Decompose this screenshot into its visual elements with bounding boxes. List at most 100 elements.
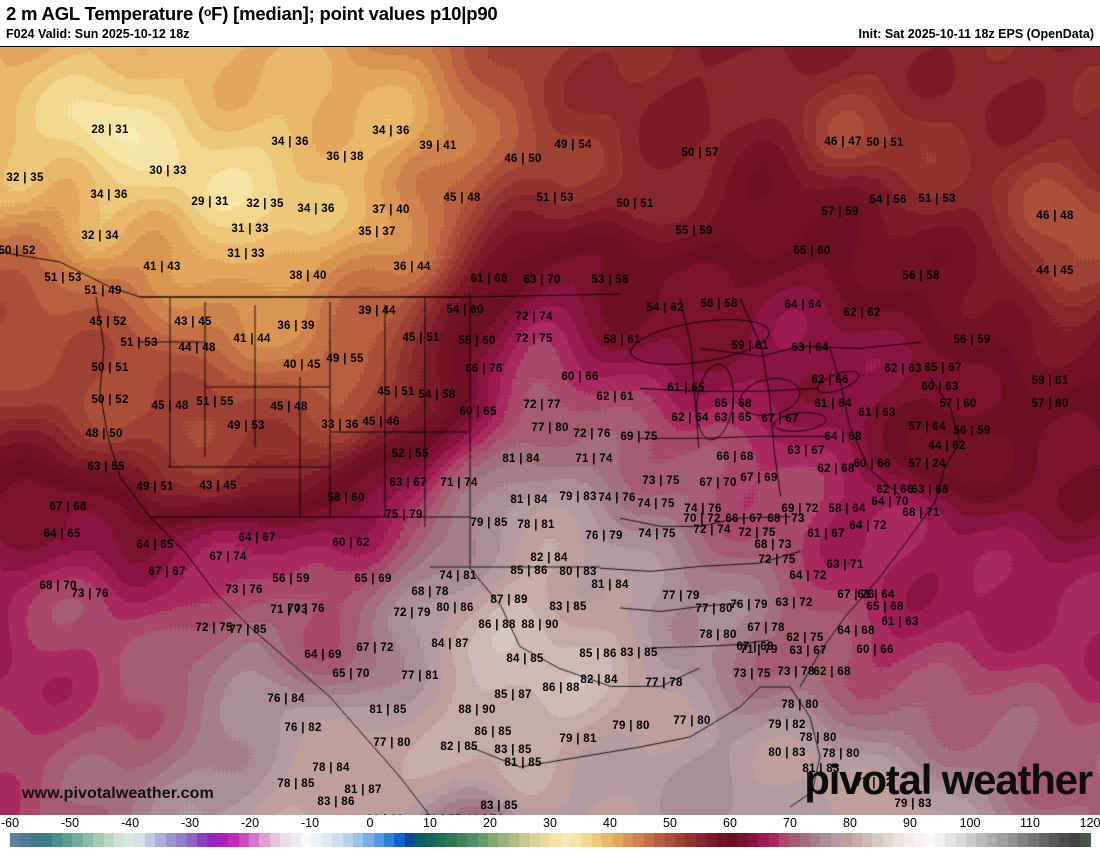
map-viewport[interactable]: 28 | 31 32 | 35 30 | 33 34 | 36 29 | 31 32 | … (0, 46, 1100, 815)
station-point-value: 66 | 67 (725, 513, 763, 525)
colorbar-swatch (830, 833, 842, 847)
station-point-value: 81 | 85 (369, 704, 407, 716)
colorbar-swatch (841, 833, 852, 847)
station-point-value: 71 | 79 (740, 644, 778, 656)
station-point-value: 57 | 24 (908, 458, 946, 470)
station-point-value: 54 | 56 (869, 194, 907, 206)
station-point-value: 49 | 55 (326, 353, 364, 365)
colorbar-swatch (778, 833, 790, 847)
colorbar-tick: -30 (180, 816, 200, 830)
station-point-value: 60 | 66 (561, 371, 599, 383)
station-point-value: 74 | 75 (637, 498, 675, 510)
colorbar-tick: 40 (603, 816, 617, 830)
colorbar-swatch (955, 833, 966, 847)
colorbar-swatch (550, 833, 561, 847)
station-point-value: 64 | 64 (784, 299, 822, 311)
station-point-value: 44 | 62 (928, 440, 966, 452)
station-point-value: 55 | 59 (675, 225, 713, 237)
colorbar-tick: 80 (843, 816, 857, 830)
station-point-value: 51 | 53 (536, 192, 574, 204)
colorbar-swatch (1059, 833, 1070, 847)
colorbar-swatch (519, 833, 530, 847)
station-point-value: 46 | 48 (1036, 210, 1074, 222)
temperature-heatmap-canvas[interactable] (0, 47, 1100, 815)
station-point-value: 61 | 63 (858, 407, 896, 419)
station-point-value: 30 | 33 (149, 165, 187, 177)
station-point-value: 76 | 82 (284, 722, 322, 734)
station-point-value: 69 | 75 (620, 431, 658, 443)
station-point-value: 34 | 36 (90, 189, 128, 201)
station-point-value: 62 | 63 (884, 363, 922, 375)
station-point-value: 86 | 88 (478, 619, 516, 631)
station-point-value: 45 | 52 (89, 316, 127, 328)
station-point-value: 59 | 61 (731, 340, 769, 352)
station-point-value: 33 | 36 (321, 419, 359, 431)
colorbar-swatch (654, 833, 665, 847)
colorbar-swatch (529, 833, 540, 847)
station-point-value: 49 | 54 (554, 139, 592, 151)
colorbar-swatch (1028, 833, 1039, 847)
station-point-value: 72 | 75 (738, 527, 776, 539)
station-point-value: 86 | 88 (542, 682, 580, 694)
colorbar-swatch (695, 833, 707, 847)
station-point-value: 32 | 34 (81, 230, 119, 242)
station-point-value: 63 | 65 (714, 412, 752, 424)
station-point-value: 45 | 51 (402, 332, 440, 344)
colorbar-tick-labels: -60 -50 -40 -30 -20 -10 0 10 20 30 40 50 60 70 80 90 100… (0, 815, 1100, 833)
station-point-value: 40 | 45 (283, 359, 321, 371)
station-point-value: 51 | 49 (84, 285, 122, 297)
station-point-value: 67 | 70 (699, 477, 737, 489)
colorbar-swatch (290, 833, 301, 847)
station-point-value: 88 | 90 (458, 704, 496, 716)
colorbar-swatch (976, 833, 987, 847)
station-point-value: 72 | 75 (758, 554, 796, 566)
station-point-value: 74 | 81 (439, 570, 477, 582)
station-point-value: 71 | 74 (575, 453, 613, 465)
station-point-value: 84 | 87 (431, 638, 469, 650)
station-point-value: 72 | 79 (393, 607, 431, 619)
colorbar-swatch (1007, 833, 1018, 847)
station-point-value: 50 | 51 (866, 137, 904, 149)
station-point-value: 78 | 80 (699, 629, 737, 641)
station-point-value: 55 | 60 (458, 335, 496, 347)
station-point-value: 36 | 38 (326, 151, 364, 163)
colorbar-swatch (571, 833, 582, 847)
station-point-value: 78 | 80 (822, 748, 860, 760)
colorbar-swatch (61, 833, 73, 847)
station-point-value: 64 | 72 (789, 570, 827, 582)
station-point-value: 82 | 84 (580, 674, 618, 686)
station-point-value: 44 | 45 (1036, 265, 1074, 277)
station-point-value: 39 | 44 (358, 305, 396, 317)
station-point-value: 62 | 61 (596, 391, 634, 403)
station-point-value: 77 | 80 (373, 737, 411, 749)
colorbar-swatch (623, 833, 634, 847)
colorbar-tick: -10 (300, 816, 320, 830)
station-point-value: 74 | 76 (684, 503, 722, 515)
colorbar-swatch (581, 833, 592, 847)
station-point-value: 63 | 70 (523, 274, 561, 286)
colorbar-swatch (72, 833, 83, 847)
colorbar-swatch (228, 833, 239, 847)
station-point-value: 46 | 47 (824, 136, 862, 148)
station-point-value: 77 | 82 (855, 777, 893, 789)
colorbar-swatch (726, 833, 738, 847)
station-point-value: 81 | 84 (510, 494, 548, 506)
station-point-value: 37 | 40 (372, 204, 410, 216)
colorbar-swatch (747, 833, 759, 847)
colorbar-tick: 90 (903, 816, 917, 830)
station-point-value: 54 | 60 (446, 304, 484, 316)
station-point-value: 68 | 73 (767, 513, 805, 525)
station-point-value: 45 | 48 (270, 401, 308, 413)
station-point-value: 81 | 87 (344, 784, 382, 796)
colorbar-swatch (602, 833, 613, 847)
station-point-value: 81 | 83 (366, 814, 403, 815)
colorbar-swatch (893, 833, 904, 847)
colorbar-swatch (820, 833, 831, 847)
station-point-value: 34 | 36 (271, 136, 309, 148)
colorbar-swatch (737, 833, 748, 847)
colorbar-swatch (446, 833, 457, 847)
colorbar-swatch (352, 833, 364, 847)
colorbar-swatch (93, 833, 104, 847)
station-point-value: 68 | 71 (902, 507, 940, 519)
